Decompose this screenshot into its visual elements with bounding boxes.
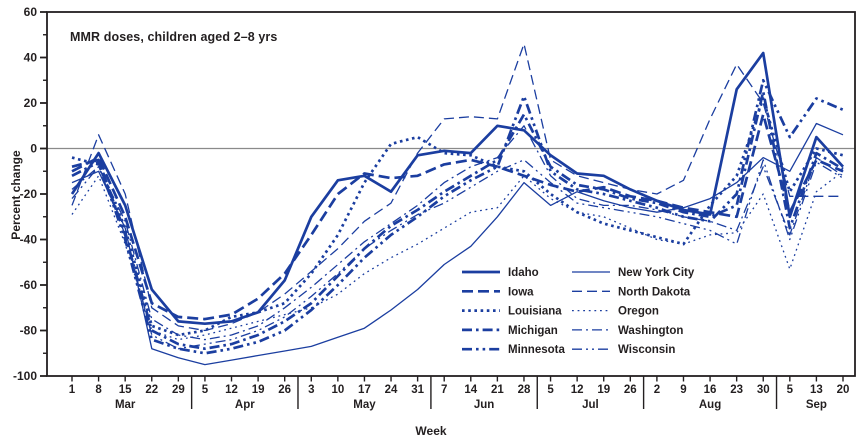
y-tick-label: 40 [24,51,38,65]
chart-title: MMR doses, children aged 2–8 yrs [70,30,278,44]
series-line-minnesota [71,78,844,355]
x-week-label: 26 [624,384,637,396]
legend-label-washington: Washington [618,325,683,337]
x-month-label: Jun [474,399,494,411]
series-line-idaho [70,51,845,326]
legend-label-michigan: Michigan [508,325,558,337]
legend-label-new-york-city: New York City [618,267,695,279]
y-axis-label: Percent change [9,150,23,240]
legend-label-wisconsin: Wisconsin [618,344,675,356]
x-week-label: 22 [145,384,158,396]
x-week-label: 1 [69,384,76,396]
x-week-label: 29 [172,384,185,396]
legend-label-oregon: Oregon [618,306,659,318]
y-tick-label: -40 [20,233,38,247]
y-tick-label: -100 [13,369,37,383]
y-tick-label: -60 [20,278,38,292]
x-week-label: 10 [331,384,344,396]
legend-label-minnesota: Minnesota [508,344,565,356]
x-week-label: 14 [464,384,477,396]
x-month-label: Sep [806,399,827,411]
x-week-label: 19 [597,384,610,396]
x-week-label: 3 [308,384,314,396]
x-month-label: Jul [582,399,599,411]
x-axis-label: Week [415,424,447,438]
x-week-label: 15 [119,384,132,396]
x-week-label: 5 [547,384,554,396]
x-week-label: 2 [654,384,660,396]
legend-label-idaho: Idaho [508,267,539,279]
legend-label-louisiana: Louisiana [508,306,562,318]
x-week-label: 16 [704,384,717,396]
y-tick-label: 0 [30,142,37,156]
x-week-label: 9 [680,384,686,396]
x-week-label: 17 [358,384,371,396]
y-tick-label: 20 [24,96,38,110]
x-week-label: 7 [441,384,447,396]
series-line-louisiana [71,97,844,337]
y-tick-label: 60 [24,5,38,19]
x-week-label: 21 [491,384,504,396]
legend-label-north-dakota: North Dakota [618,286,691,298]
y-tick-label: -20 [20,187,38,201]
series-line-north-dakota [71,43,843,332]
x-week-label: 5 [787,384,794,396]
series-line-wisconsin [71,159,844,350]
series-line-washington [71,125,844,341]
x-week-label: 26 [278,384,291,396]
series-line-iowa [71,113,844,321]
x-week-label: 12 [225,384,238,396]
x-week-label: 13 [810,384,823,396]
x-week-label: 30 [757,384,770,396]
x-month-label: Mar [115,399,136,411]
x-week-label: 20 [837,384,850,396]
y-tick-label: -80 [20,324,38,338]
x-week-label: 5 [202,384,209,396]
x-month-label: Aug [699,399,721,411]
x-week-label: 28 [518,384,531,396]
series-line-new-york-city [71,122,844,366]
x-week-label: 31 [411,384,424,396]
x-week-label: 8 [95,384,102,396]
x-week-label: 24 [385,384,398,396]
x-week-label: 23 [730,384,743,396]
plot-border [46,11,856,377]
x-month-label: Apr [235,399,255,411]
legend-label-iowa: Iowa [508,286,534,298]
x-week-label: 19 [252,384,265,396]
x-week-label: 12 [571,384,584,396]
x-month-label: May [353,399,376,411]
